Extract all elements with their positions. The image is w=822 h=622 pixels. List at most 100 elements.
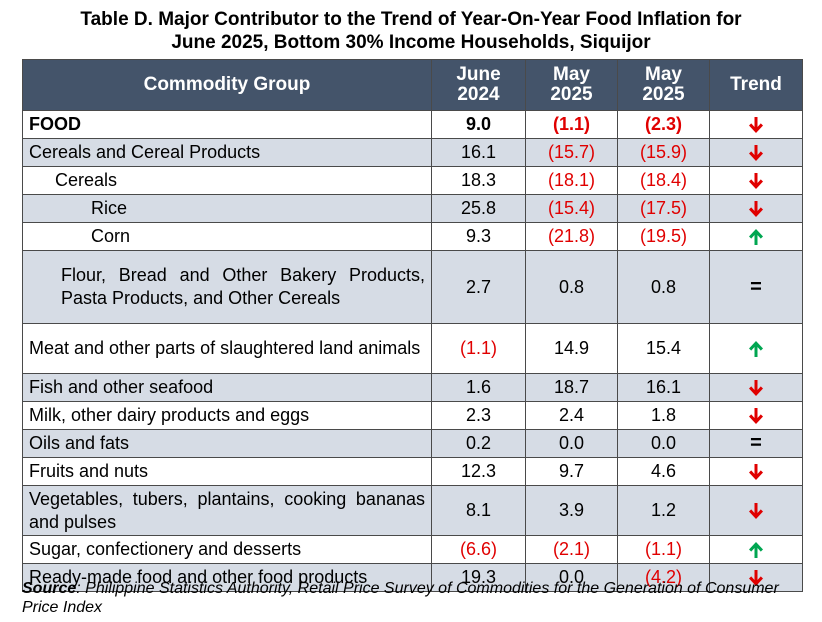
value-may-2025-a: 14.9 bbox=[525, 323, 618, 374]
arrow-down-icon bbox=[716, 200, 796, 218]
table-row: Meat and other parts of slaughtered land… bbox=[22, 323, 803, 374]
value-may-2025-a: 3.9 bbox=[525, 485, 618, 536]
value-june-2024: 0.2 bbox=[431, 429, 526, 458]
table-row: Fruits and nuts 12.3 9.7 4.6 bbox=[22, 457, 803, 486]
trend-down bbox=[709, 138, 803, 167]
trend-down bbox=[709, 457, 803, 486]
value-may-2025-b: (15.9) bbox=[617, 138, 710, 167]
arrow-down-icon bbox=[716, 569, 796, 587]
arrow-down-icon bbox=[716, 407, 796, 425]
value-may-2025-a: (2.1) bbox=[525, 535, 618, 564]
value-may-2025-b: 15.4 bbox=[617, 323, 710, 374]
source-note: Source: Philippine Statistics Authority,… bbox=[22, 579, 802, 617]
table-row: Vegetables, tubers, plantains, cooking b… bbox=[22, 485, 803, 536]
value-may-2025-b: 16.1 bbox=[617, 373, 710, 402]
arrow-down-icon bbox=[716, 144, 796, 162]
value-may-2025-a: (15.4) bbox=[525, 194, 618, 223]
commodity-label: Cereals bbox=[22, 166, 432, 195]
trend-up bbox=[709, 323, 803, 374]
inflation-table: Commodity Group June 2024 May 2025 May 2025… bbox=[22, 59, 803, 592]
commodity-label: Meat and other parts of slaughtered land… bbox=[22, 323, 432, 374]
table-title: Table D. Major Contributor to the Trend … bbox=[0, 8, 822, 54]
commodity-label: Vegetables, tubers, plantains, cooking b… bbox=[22, 485, 432, 536]
value-may-2025-b: 1.8 bbox=[617, 401, 710, 430]
table-row: Oils and fats 0.2 0.0 0.0 = bbox=[22, 429, 803, 458]
value-may-2025-b: 4.6 bbox=[617, 457, 710, 486]
header-may-2025-b: May 2025 bbox=[617, 59, 710, 111]
title-line-1: Table D. Major Contributor to the Trend … bbox=[80, 9, 742, 30]
commodity-label: Corn bbox=[22, 222, 432, 251]
commodity-label: Ready-made food and other food products bbox=[22, 563, 432, 592]
value-may-2025-b: 0.8 bbox=[617, 250, 710, 324]
source-text: : Philippine Statistics Authority, Retai… bbox=[22, 580, 779, 616]
trend-up bbox=[709, 535, 803, 564]
table-row: Sugar, confectionery and desserts (6.6) (2… bbox=[22, 535, 803, 564]
value-june-2024: 12.3 bbox=[431, 457, 526, 486]
value-may-2025-b: (1.1) bbox=[617, 535, 710, 564]
value-june-2024: 18.3 bbox=[431, 166, 526, 195]
value-may-2025-a: 9.7 bbox=[525, 457, 618, 486]
table-row: Corn 9.3 (21.8) (19.5) bbox=[22, 222, 803, 251]
table-row: Milk, other dairy products and eggs 2.3 2.… bbox=[22, 401, 803, 430]
arrow-up-icon bbox=[716, 340, 796, 358]
trend-down bbox=[709, 110, 803, 139]
header-june-2024: June 2024 bbox=[431, 59, 526, 111]
value-may-2025-b: 0.0 bbox=[617, 429, 710, 458]
commodity-label: Fruits and nuts bbox=[22, 457, 432, 486]
table-row: Flour, Bread and Other Bakery Products, … bbox=[22, 250, 803, 324]
commodity-label: Milk, other dairy products and eggs bbox=[22, 401, 432, 430]
commodity-label: Oils and fats bbox=[22, 429, 432, 458]
trend-down bbox=[709, 373, 803, 402]
value-may-2025-a: (18.1) bbox=[525, 166, 618, 195]
table-row: Fish and other seafood 1.6 18.7 16.1 bbox=[22, 373, 803, 402]
header-commodity-group: Commodity Group bbox=[22, 59, 432, 111]
header-may-2025-a: May 2025 bbox=[525, 59, 618, 111]
arrow-down-icon bbox=[716, 463, 796, 481]
arrow-down-icon bbox=[716, 116, 796, 134]
value-may-2025-b: (19.5) bbox=[617, 222, 710, 251]
value-june-2024: 9.3 bbox=[431, 222, 526, 251]
commodity-label: Flour, Bread and Other Bakery Products, … bbox=[22, 250, 432, 324]
value-may-2025-a: 2.4 bbox=[525, 401, 618, 430]
value-june-2024: 9.0 bbox=[431, 110, 526, 139]
value-june-2024: 8.1 bbox=[431, 485, 526, 536]
value-may-2025-b: (17.5) bbox=[617, 194, 710, 223]
commodity-label: Cereals and Cereal Products bbox=[22, 138, 432, 167]
trend-up bbox=[709, 222, 803, 251]
food-row: FOOD 9.0 (1.1) (2.3) bbox=[22, 110, 803, 139]
source-label: Source bbox=[22, 580, 77, 597]
commodity-label: Fish and other seafood bbox=[22, 373, 432, 402]
trend-down bbox=[709, 166, 803, 195]
arrow-down-icon bbox=[716, 502, 796, 520]
value-may-2025-a: 0.8 bbox=[525, 250, 618, 324]
table-row: Cereals 18.3 (18.1) (18.4) bbox=[22, 166, 803, 195]
arrow-down-icon bbox=[716, 379, 796, 397]
header-trend: Trend bbox=[709, 59, 803, 111]
trend-down bbox=[709, 401, 803, 430]
title-line-2: June 2025, Bottom 30% Income Households,… bbox=[171, 32, 651, 53]
table-row: Cereals and Cereal Products 16.1 (15.7) (15… bbox=[22, 138, 803, 167]
value-may-2025-b: (4.2) bbox=[617, 563, 710, 592]
commodity-label: Sugar, confectionery and desserts bbox=[22, 535, 432, 564]
value-may-2025-a: (1.1) bbox=[525, 110, 618, 139]
value-june-2024: 2.7 bbox=[431, 250, 526, 324]
value-may-2025-a: 0.0 bbox=[525, 563, 618, 592]
value-june-2024: (1.1) bbox=[431, 323, 526, 374]
arrow-down-icon bbox=[716, 172, 796, 190]
value-may-2025-a: 18.7 bbox=[525, 373, 618, 402]
arrow-up-icon bbox=[716, 541, 796, 559]
table-row: Ready-made food and other food products 1… bbox=[22, 563, 803, 592]
trend-equal: = bbox=[709, 429, 803, 458]
trend-equal: = bbox=[709, 250, 803, 324]
header-row: Commodity Group June 2024 May 2025 May 2025… bbox=[22, 59, 803, 111]
trend-down bbox=[709, 485, 803, 536]
table-row: Rice 25.8 (15.4) (17.5) bbox=[22, 194, 803, 223]
value-may-2025-a: (21.8) bbox=[525, 222, 618, 251]
value-may-2025-b: (18.4) bbox=[617, 166, 710, 195]
commodity-label: Rice bbox=[22, 194, 432, 223]
value-may-2025-b: (2.3) bbox=[617, 110, 710, 139]
trend-down bbox=[709, 194, 803, 223]
value-june-2024: (6.6) bbox=[431, 535, 526, 564]
value-may-2025-a: (15.7) bbox=[525, 138, 618, 167]
value-june-2024: 16.1 bbox=[431, 138, 526, 167]
